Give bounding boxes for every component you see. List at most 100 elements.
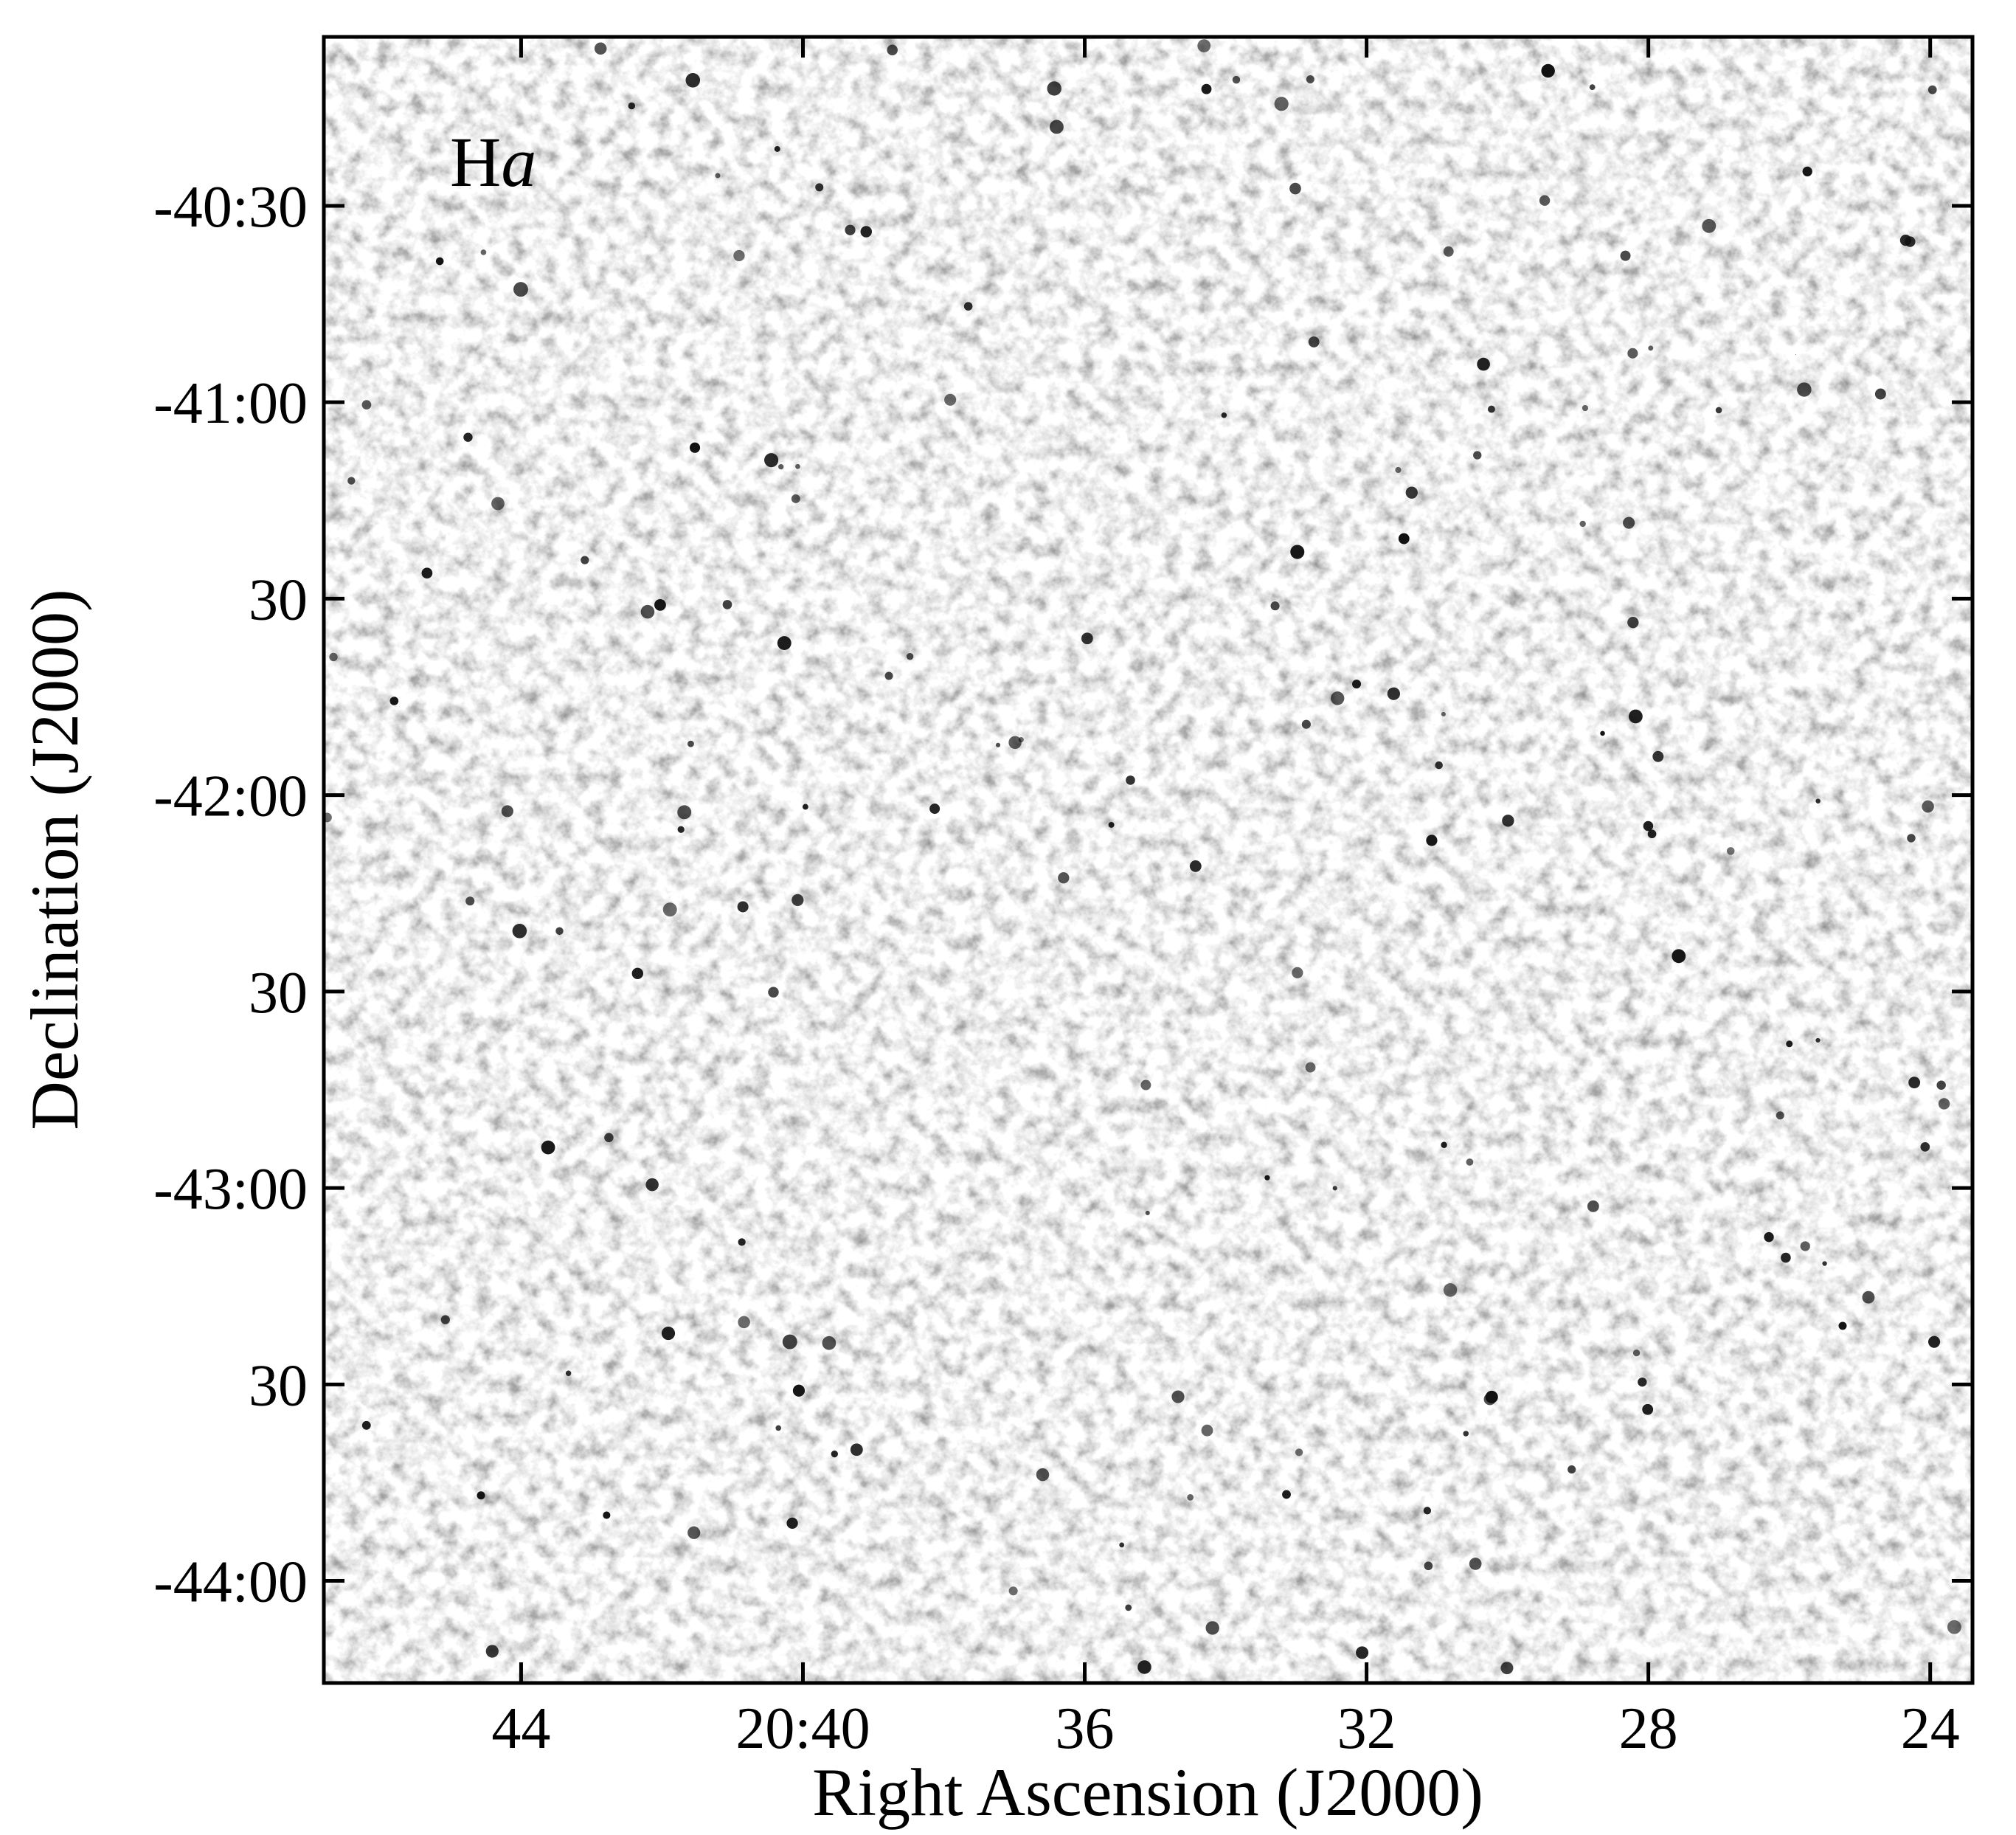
star [1469, 1558, 1482, 1570]
y-tick-label: 30 [249, 567, 308, 632]
star [738, 1316, 750, 1329]
y-tick-label: 30 [249, 1353, 308, 1418]
star [687, 1526, 701, 1539]
star [1463, 1431, 1469, 1437]
star [1443, 246, 1454, 257]
star [1140, 1079, 1151, 1091]
star [677, 805, 692, 820]
star [1126, 775, 1135, 785]
star [733, 249, 745, 262]
x-tick-label: 36 [1056, 1696, 1115, 1761]
star [887, 44, 898, 55]
star [1802, 166, 1812, 177]
annotation: Ha [450, 122, 536, 201]
star [884, 671, 893, 680]
star [1301, 719, 1311, 729]
star [1822, 1261, 1827, 1266]
star [463, 432, 473, 442]
star [640, 604, 655, 619]
star [685, 72, 701, 88]
star [631, 967, 644, 980]
star [722, 600, 732, 609]
star [791, 494, 800, 503]
star [1058, 872, 1070, 884]
star [1290, 545, 1305, 559]
star [1672, 949, 1686, 964]
star [1356, 1646, 1369, 1659]
star [1221, 412, 1227, 418]
star [581, 556, 589, 564]
star [1289, 182, 1301, 195]
ticks: 44 20:40 36 32 28 24 -40:30 -41:00 30 -42:00 30 -43… [153, 37, 1972, 1761]
x-tick-label: 28 [1619, 1696, 1678, 1761]
star [1927, 85, 1937, 94]
star [1587, 1200, 1599, 1212]
star [1308, 336, 1320, 348]
star [1776, 1111, 1784, 1120]
y-tick-label: -40:30 [153, 175, 308, 240]
sky-image [324, 37, 1972, 1683]
star [777, 636, 791, 651]
star [1426, 834, 1438, 846]
star [778, 464, 784, 470]
y-tick-label: -41:00 [153, 371, 308, 436]
star [1008, 1586, 1018, 1596]
star [738, 1238, 746, 1246]
star [361, 400, 372, 410]
x-tick-label: 32 [1337, 1696, 1396, 1761]
y-tick-label: -43:00 [153, 1157, 308, 1222]
y-axis-title: Declination (J2000) [17, 589, 92, 1130]
star [1424, 1561, 1433, 1571]
star [603, 1511, 611, 1519]
y-tick-label: -44:00 [153, 1550, 308, 1615]
star [1049, 120, 1064, 134]
star [1620, 250, 1631, 261]
annotation-part: a [501, 122, 536, 201]
star [662, 902, 677, 917]
star [1137, 1660, 1151, 1674]
star [677, 826, 685, 833]
stars [324, 39, 1961, 1675]
star [1187, 1493, 1194, 1501]
annotation-part: H [450, 122, 501, 201]
star [1800, 1241, 1810, 1251]
star [565, 1370, 572, 1376]
star [689, 442, 701, 453]
star [1627, 617, 1639, 629]
star [1477, 357, 1490, 371]
star [1473, 451, 1482, 460]
star [1487, 405, 1495, 413]
star [1600, 730, 1605, 736]
star [421, 567, 433, 579]
star [1502, 815, 1514, 827]
star [1295, 1448, 1303, 1456]
star [1466, 1158, 1474, 1166]
y-tick-label: 30 [249, 961, 308, 1026]
star [1108, 821, 1115, 828]
star [1920, 1142, 1930, 1152]
star [485, 1645, 499, 1658]
star [1815, 1037, 1821, 1043]
star [1874, 388, 1886, 400]
star [1282, 1490, 1291, 1499]
star [1582, 404, 1589, 412]
star [764, 453, 779, 468]
star [1797, 382, 1812, 397]
star [1922, 800, 1934, 813]
star [1643, 820, 1654, 832]
star [1395, 466, 1402, 474]
star [715, 173, 721, 179]
star [1201, 1424, 1213, 1437]
star [1270, 601, 1280, 611]
star [555, 927, 564, 936]
star [737, 901, 749, 913]
star [1928, 1335, 1941, 1348]
star [1171, 1390, 1185, 1403]
plot-frame [322, 35, 1975, 1685]
star [1938, 1098, 1950, 1110]
star [1628, 709, 1643, 724]
star [1579, 520, 1586, 528]
star [512, 924, 527, 939]
star [604, 1133, 614, 1143]
